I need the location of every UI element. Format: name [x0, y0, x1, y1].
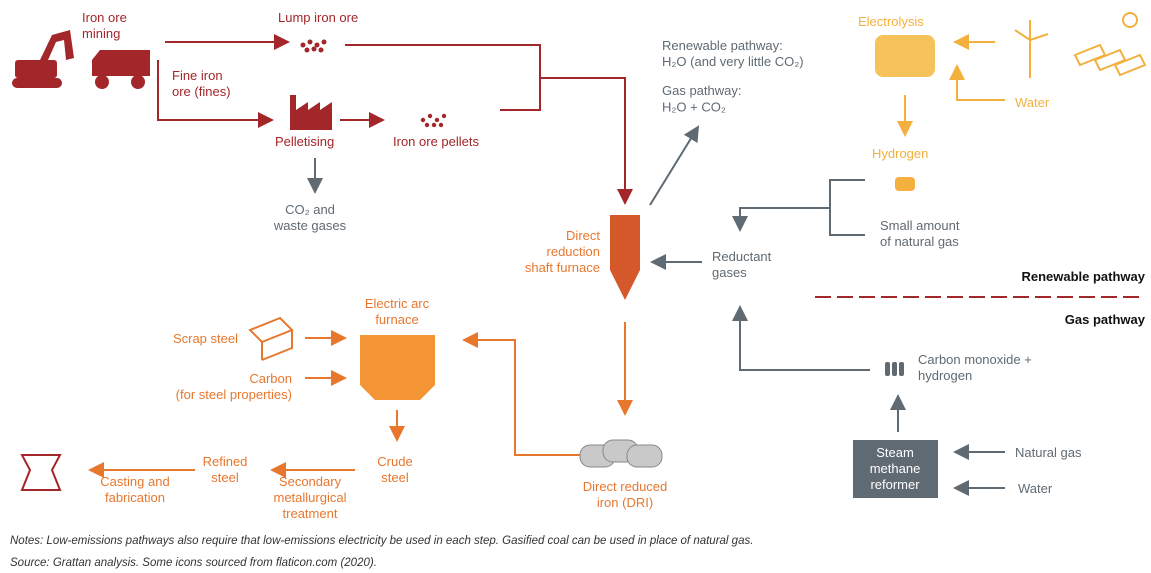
label-crude: steel	[381, 470, 409, 485]
label-co2: CO₂ and	[285, 202, 335, 217]
label-mining: mining	[82, 26, 120, 41]
label-co2: waste gases	[273, 218, 347, 233]
label-dri: Direct reduced	[583, 479, 668, 494]
label-exhaust: H₂O (and very little CO₂)	[662, 54, 804, 69]
label-gas-label: Gas pathway	[1065, 312, 1146, 327]
label-renewable-label: Renewable pathway	[1021, 269, 1145, 284]
label-hydrogen: Hydrogen	[872, 146, 928, 161]
label-exhaust: H₂O + CO₂	[662, 100, 726, 115]
label-carbon: Carbon	[249, 371, 292, 386]
label-smr: reformer	[870, 477, 920, 492]
label-shaft: Direct	[566, 228, 600, 243]
label-mining: Iron ore	[82, 10, 127, 25]
label-casting: fabrication	[105, 490, 165, 505]
label-electrolysis: Electrolysis	[858, 14, 924, 29]
label-co-h2: hydrogen	[918, 368, 972, 383]
label-water-top: Water	[1015, 95, 1050, 110]
label-casting: Casting and	[100, 474, 169, 489]
label-fines: ore (fines)	[172, 84, 231, 99]
label-natural-gas: Natural gas	[1015, 445, 1082, 460]
label-exhaust: Gas pathway:	[662, 83, 742, 98]
source: Source: Grattan analysis. Some icons sou…	[10, 557, 377, 569]
label-co-h2: Carbon monoxide +	[918, 352, 1032, 367]
label-secondary: Secondary	[279, 474, 342, 489]
notes: Notes: Low-emissions pathways also requi…	[10, 535, 753, 547]
label-pelletising: Pelletising	[275, 134, 334, 149]
label-exhaust: Renewable pathway:	[662, 38, 783, 53]
label-small-gas: of natural gas	[880, 234, 959, 249]
label-fines: Fine iron	[172, 68, 223, 83]
label-refined: steel	[211, 470, 239, 485]
label-refined: Refined	[203, 454, 248, 469]
label-secondary: treatment	[283, 506, 338, 521]
label-eaf: furnace	[375, 312, 418, 327]
label-water-bottom: Water	[1018, 481, 1053, 496]
label-dri: iron (DRI)	[597, 495, 653, 510]
label-shaft: reduction	[547, 244, 600, 259]
icons	[12, 12, 1147, 498]
label-reductant: gases	[712, 265, 747, 280]
label-small-gas: Small amount	[880, 218, 960, 233]
label-pellets: Iron ore pellets	[393, 134, 479, 149]
label-shaft: shaft furnace	[525, 260, 600, 275]
label-smr: Steam	[876, 445, 914, 460]
label-lump: Lump iron ore	[278, 10, 358, 25]
label-secondary: metallurgical	[274, 490, 347, 505]
arrows	[88, 34, 1145, 496]
label-eaf: Electric arc	[365, 296, 430, 311]
label-reductant: Reductant	[712, 249, 772, 264]
label-smr: methane	[870, 461, 921, 476]
label-crude: Crude	[377, 454, 412, 469]
label-carbon: (for steel properties)	[176, 387, 292, 402]
label-scrap: Scrap steel	[173, 331, 238, 346]
